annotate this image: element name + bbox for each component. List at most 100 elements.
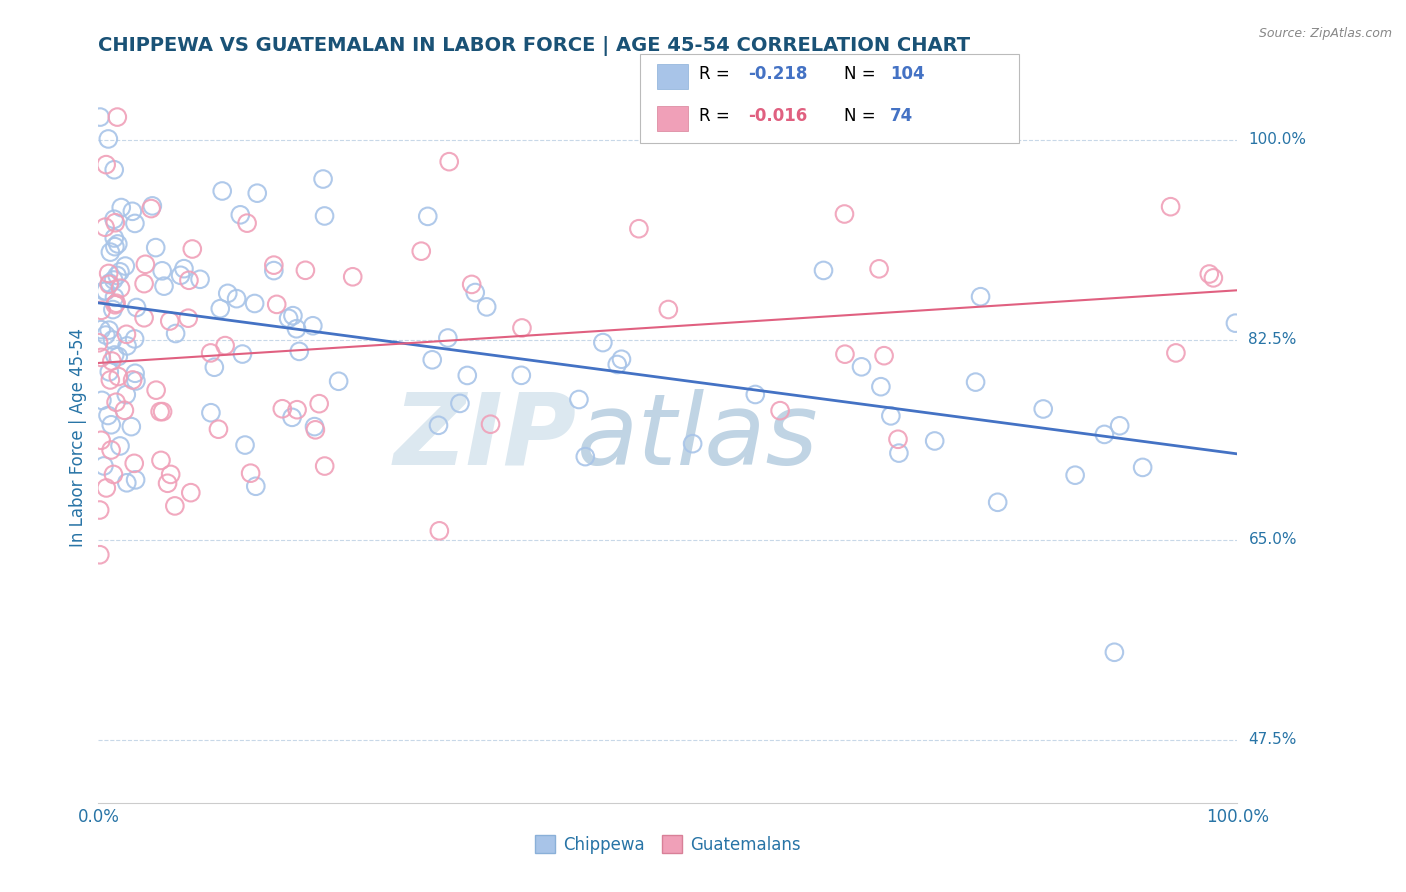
Point — [169, 268, 191, 283]
Point — [1132, 460, 1154, 475]
Point — [211, 184, 233, 198]
Point — [769, 403, 792, 417]
Point — [271, 401, 294, 416]
Point — [887, 446, 910, 460]
Point — [105, 110, 128, 124]
Point — [163, 499, 186, 513]
Point — [574, 450, 596, 464]
Point — [245, 479, 267, 493]
Point — [285, 402, 308, 417]
Point — [120, 419, 142, 434]
Point — [149, 404, 172, 418]
Point — [456, 368, 478, 383]
Point — [285, 322, 308, 336]
Text: atlas: atlas — [576, 389, 818, 485]
Point — [104, 240, 127, 254]
Point — [96, 158, 118, 172]
Point — [100, 417, 122, 432]
Point — [103, 290, 125, 304]
Point — [90, 323, 112, 337]
Text: -0.218: -0.218 — [748, 65, 807, 83]
Point — [239, 466, 262, 480]
Point — [110, 281, 132, 295]
Point — [887, 432, 910, 446]
Point — [115, 387, 138, 401]
Point — [105, 296, 128, 310]
Point — [510, 368, 533, 383]
Point — [243, 296, 266, 310]
Point — [308, 397, 330, 411]
Point — [90, 351, 112, 365]
Point — [1202, 271, 1225, 285]
Point — [103, 467, 125, 482]
Point — [105, 395, 128, 409]
Point — [610, 352, 633, 367]
Point — [314, 209, 336, 223]
Point — [464, 285, 486, 300]
Text: 82.5%: 82.5% — [1249, 333, 1296, 348]
Point — [657, 302, 679, 317]
Point — [1108, 418, 1130, 433]
Point — [342, 269, 364, 284]
Point — [103, 273, 125, 287]
Point — [100, 442, 122, 457]
Point — [460, 277, 482, 292]
Point — [108, 439, 131, 453]
Point — [851, 359, 873, 374]
Point — [134, 257, 156, 271]
Point — [233, 438, 256, 452]
Point — [181, 242, 204, 256]
Point — [110, 201, 132, 215]
Point — [103, 212, 125, 227]
Point — [97, 267, 120, 281]
Point — [180, 485, 202, 500]
Point — [416, 210, 439, 224]
Point — [101, 354, 124, 368]
Point — [125, 374, 148, 388]
Point — [479, 417, 502, 432]
Text: R =: R = — [699, 65, 735, 83]
Point — [159, 467, 181, 482]
Point — [98, 365, 121, 379]
Point — [568, 392, 591, 407]
Point — [868, 261, 890, 276]
Point — [437, 154, 460, 169]
Point — [328, 374, 350, 388]
Text: 104: 104 — [890, 65, 925, 83]
Point — [987, 495, 1010, 509]
Point — [114, 259, 136, 273]
Point — [94, 284, 117, 298]
Point — [96, 481, 118, 495]
Point — [214, 338, 236, 352]
Point — [870, 380, 893, 394]
Point — [132, 310, 155, 325]
Point — [93, 284, 115, 298]
Point — [98, 277, 121, 292]
Point — [98, 373, 121, 387]
Point — [682, 436, 704, 450]
Text: Source: ZipAtlas.com: Source: ZipAtlas.com — [1258, 27, 1392, 40]
Point — [312, 172, 335, 186]
Point — [124, 366, 146, 380]
Point — [104, 216, 127, 230]
Point — [115, 475, 138, 490]
Point — [1225, 316, 1247, 330]
Text: R =: R = — [699, 107, 735, 125]
Text: 74: 74 — [890, 107, 914, 125]
Text: ZIP: ZIP — [394, 389, 576, 485]
Point — [94, 220, 117, 235]
Point — [969, 290, 991, 304]
Point — [101, 333, 124, 347]
Text: 65.0%: 65.0% — [1249, 533, 1296, 548]
Point — [124, 473, 146, 487]
Point — [606, 358, 628, 372]
Point — [229, 208, 252, 222]
Point — [288, 344, 311, 359]
Point — [744, 387, 766, 401]
Point — [107, 369, 129, 384]
Point — [173, 261, 195, 276]
Point — [108, 265, 131, 279]
Text: 47.5%: 47.5% — [1249, 732, 1296, 747]
Point — [153, 279, 176, 293]
Point — [411, 244, 433, 259]
